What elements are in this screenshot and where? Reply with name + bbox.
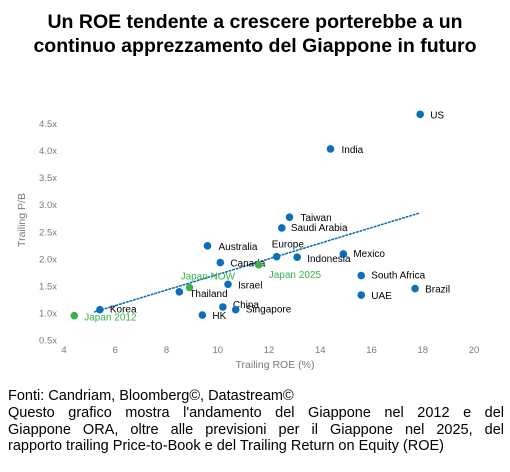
point-japan-2012: Japan 2012 (70, 311, 137, 324)
y-tick-label: 1.0x (39, 308, 57, 319)
point-india: India (326, 145, 364, 156)
y-tick-label: 4.0x (39, 146, 57, 157)
point-mexico: Mexico (339, 249, 385, 260)
data-label: Saudi Arabia (291, 223, 348, 234)
y-axis-label: Trailing P/B (16, 193, 28, 247)
y-tick-label: 2.5x (39, 227, 57, 238)
data-point-marker (278, 224, 286, 232)
data-point-marker (411, 284, 419, 293)
x-tick-label: 4 (61, 345, 66, 356)
point-korea: Korea (96, 305, 137, 316)
data-label: Europe (272, 240, 305, 251)
data-label: HK (212, 311, 226, 322)
data-label: Australia (219, 242, 258, 253)
point-australia: Australia (203, 242, 258, 253)
data-label: Israel (238, 280, 262, 291)
point-indonesia: Indonesia (293, 253, 351, 265)
data-point-marker (216, 258, 225, 267)
x-tick-label: 18 (417, 345, 428, 356)
point-saudi-arabia: Saudi Arabia (278, 223, 348, 234)
chart-title-line-2: continuo apprezzamento del Giappone in f… (33, 35, 477, 57)
data-point-marker (198, 311, 207, 319)
data-label: Singapore (246, 305, 292, 316)
data-point-marker (339, 250, 348, 258)
footer-source: Fonti: Candriam, Bloomberg©, Datastream© (8, 388, 294, 404)
point-europe: Europe (272, 240, 305, 261)
point-canada: Canada (216, 258, 266, 270)
data-point-marker (357, 291, 366, 299)
data-point-marker (175, 288, 184, 296)
point-china: China (219, 300, 259, 311)
point-taiwan: Taiwan (285, 213, 332, 224)
data-label: China (233, 300, 260, 311)
data-point-marker (96, 305, 104, 314)
data-label: South Africa (371, 271, 425, 282)
data-point-marker (416, 110, 424, 119)
axes: 0.5x 1.0x 1.5x 2.0x 2.5x 3.0x 3.5x 4.0x 4.5x 4 6 8 1… (16, 119, 479, 371)
point-japan-now: Japan NOW (181, 272, 236, 292)
data-point-marker (357, 271, 366, 280)
point-japan-2025: Japan 2025 (254, 260, 322, 281)
point-hk: HK (198, 311, 227, 322)
chart-title-line-1: Un ROE tendente a crescere porterebbe a … (47, 11, 463, 33)
point-uae: UAE (357, 291, 392, 302)
x-tick-label: 16 (366, 345, 377, 356)
point-singapore: Singapore (231, 305, 292, 316)
y-tick-label: 4.5x (39, 119, 57, 130)
footer-line-3: rapporto trailing Price-to-Book e del Tr… (8, 438, 444, 455)
data-label: Indonesia (307, 254, 351, 265)
data-point-marker (285, 213, 294, 221)
data-label: Japan 2025 (269, 270, 322, 281)
data-point-marker (293, 253, 301, 261)
x-tick-label: 10 (212, 345, 223, 356)
footer-line-1: Questo grafico mostra l'andamento del Gi… (8, 404, 504, 421)
x-tick-label: 12 (264, 345, 275, 356)
data-point-marker (219, 303, 227, 311)
y-tick-label: 3.0x (39, 200, 57, 211)
data-point-marker (185, 283, 194, 292)
data-label: UAE (371, 291, 392, 302)
data-point-marker (224, 280, 232, 289)
data-point-marker (254, 260, 263, 269)
data-label: Brazil (425, 285, 450, 296)
x-tick-label: 6 (113, 345, 118, 356)
data-label: India (342, 145, 364, 156)
data-point-marker (272, 252, 281, 261)
data-point-marker (231, 305, 240, 314)
point-brazil: Brazil (411, 285, 450, 296)
x-tick-label: 8 (164, 345, 169, 356)
data-label: Mexico (353, 249, 385, 260)
data-label: Japan NOW (181, 272, 236, 283)
point-israel: Israel (224, 280, 262, 291)
x-tick-label: 14 (315, 345, 326, 356)
chart-footer: Fonti: Candriam, Bloomberg©, Datastream©… (8, 388, 504, 455)
x-axis-label: Trailing ROE (%) (236, 359, 315, 371)
y-tick-label: 2.0x (39, 254, 57, 265)
data-point-marker (326, 145, 335, 153)
point-thailand: Thailand (175, 288, 228, 300)
data-point-marker (70, 311, 79, 320)
y-tick-label: 0.5x (39, 336, 57, 347)
data-label: Korea (110, 305, 137, 316)
point-us: US (416, 110, 444, 121)
data-label: Canada (230, 259, 265, 270)
y-tick-label: 1.5x (39, 281, 57, 292)
data-label: Thailand (189, 289, 227, 300)
chart-title: Un ROE tendente a crescere porterebbe a … (0, 10, 510, 58)
data-point-marker (203, 242, 212, 250)
scatter-plot: 0.5x 1.0x 1.5x 2.0x 2.5x 3.0x 3.5x 4.0x 4.5x 4 6 8 1… (16, 110, 479, 371)
footer-line-2: Giappone ORA, oltre alle previsioni per … (8, 421, 504, 438)
point-south-africa: South Africa (357, 271, 426, 282)
data-label: US (430, 110, 444, 121)
y-tick-label: 3.5x (39, 173, 57, 184)
data-label: Japan 2012 (84, 313, 137, 324)
data-label: Taiwan (301, 213, 332, 224)
x-tick-label: 20 (469, 345, 480, 356)
